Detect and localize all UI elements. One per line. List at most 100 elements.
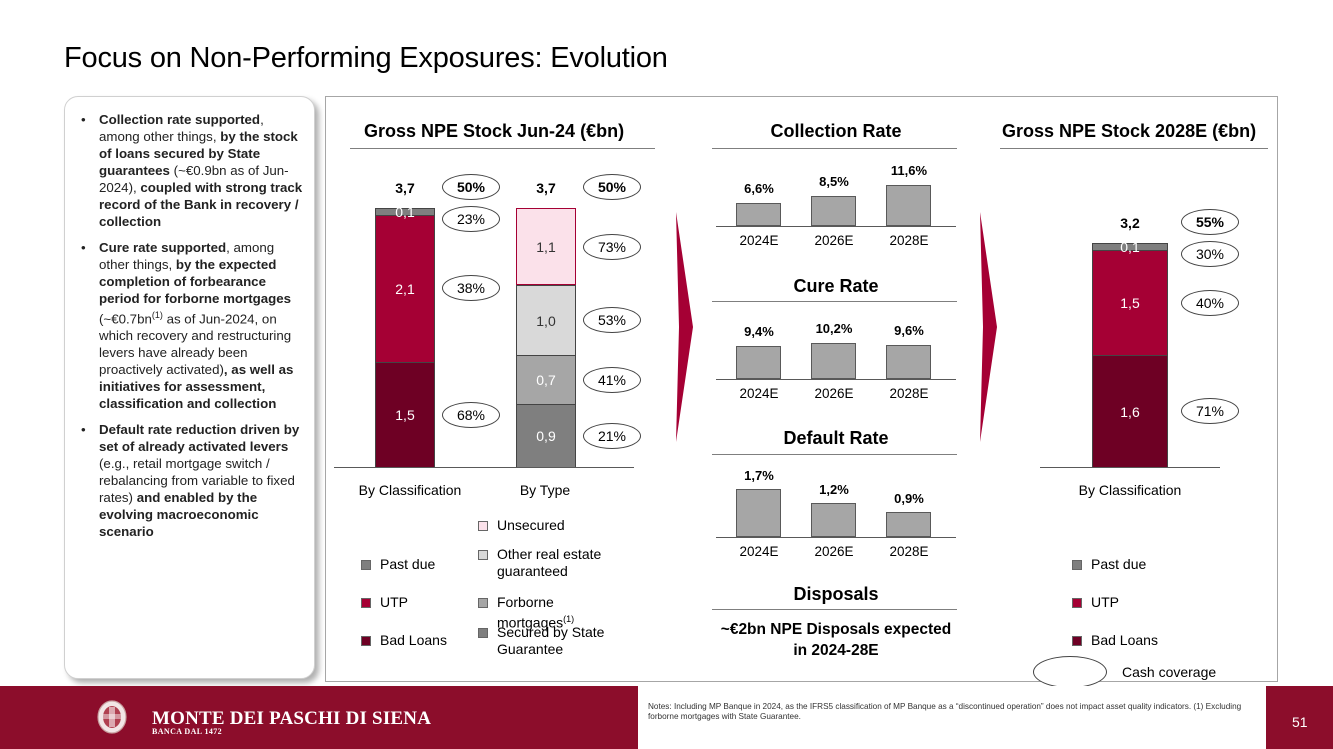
rate-x-label: 2026E xyxy=(814,386,854,401)
rate-bar-2026e xyxy=(811,503,856,537)
coverage-oval-unsecured: 73% xyxy=(583,233,641,260)
bullet-item: Collection rate supported, among other t… xyxy=(81,111,304,230)
rate-x-label: 2026E xyxy=(814,233,854,248)
coverage-oval-past-due: 30% xyxy=(1181,240,1239,267)
legend-item-utp: UTP xyxy=(1072,594,1119,611)
rate-value-label: 10,2% xyxy=(815,321,853,336)
rate-value-label: 9,4% xyxy=(744,323,774,339)
legend-swatch-bad-loans xyxy=(361,636,371,646)
rate-value-label: 0,9% xyxy=(894,490,924,506)
legend-item-past-due: Past due xyxy=(1072,556,1146,573)
x-label-by-type: By Type xyxy=(519,482,571,498)
default-rate-title: Default Rate xyxy=(783,428,889,448)
legend-swatch-other-real-estate-guaranteed xyxy=(478,550,488,560)
bar-segment-secured-by-state-guarantee: 0,9 xyxy=(516,404,576,467)
bar-segment-forborne-mortgages: 0,7 xyxy=(516,355,576,404)
x-label-2028-by-classification: By Classification xyxy=(1078,482,1182,498)
bar-segment-utp: 2,1 xyxy=(375,215,435,362)
legend-swatch-past-due xyxy=(361,560,371,570)
rate-x-label: 2024E xyxy=(739,544,779,559)
coverage-oval-utp: 40% xyxy=(1181,289,1239,316)
coverage-oval-other-real-estate-guaranteed: 53% xyxy=(583,307,641,333)
legend-label: Past due xyxy=(1091,556,1147,572)
bar-segment-utp: 1,5 xyxy=(1092,250,1168,355)
rate-bar-2024e xyxy=(736,489,781,537)
legend-swatch-forborne-mortgages xyxy=(478,598,488,608)
bar-segment-other-real-estate-guaranteed: 1,0 xyxy=(516,285,576,355)
total-coverage-oval: 50% xyxy=(442,174,500,200)
legend-label: Bad Loans xyxy=(1091,632,1158,648)
bar-total-label: 3,7 xyxy=(395,180,415,196)
rate-bar-2026e xyxy=(811,343,856,379)
legend-label: UTP xyxy=(1091,594,1119,610)
cure-title-rule xyxy=(712,301,957,302)
rate-bar-2028e xyxy=(886,345,931,379)
legend-swatch-utp xyxy=(361,598,371,608)
collection-rate-title: Collection Rate xyxy=(770,121,902,141)
legend-item-past-due: Past due xyxy=(361,556,435,573)
footer-notes-panel xyxy=(638,686,1266,749)
arrow-right-icon xyxy=(676,212,693,442)
stock-2028-axis xyxy=(1040,467,1220,468)
stock-jun24-axis xyxy=(334,467,634,468)
legend-item-bad-loans: Bad Loans xyxy=(1072,632,1158,649)
disposals-title-rule xyxy=(712,609,957,610)
rate-x-label: 2028E xyxy=(889,233,929,248)
legend-label: UTP xyxy=(380,594,408,610)
total-coverage-oval: 55% xyxy=(1181,209,1239,235)
rate-x-label: 2026E xyxy=(814,544,854,559)
legend-label: Secured by State Guarantee xyxy=(497,624,605,657)
bar-segment-past-due: 0,1 xyxy=(1092,239,1168,255)
legend-swatch-secured-by-state-guarantee xyxy=(478,628,488,638)
brand-name: MONTE DEI PASCHI DI SIENA xyxy=(152,708,432,729)
default-title-rule xyxy=(712,454,957,455)
cash-coverage-legend-oval xyxy=(1033,656,1107,688)
rate-x-label: 2028E xyxy=(889,386,929,401)
rate-value-label: 11,6% xyxy=(890,163,928,178)
rate-x-label: 2024E xyxy=(739,233,779,248)
brand-subtitle: BANCA DAL 1472 xyxy=(152,727,223,736)
rate-bar-2026e xyxy=(811,195,856,226)
chart-frame xyxy=(325,96,1278,682)
rate-axis-line xyxy=(716,537,956,538)
collection-title-rule xyxy=(712,148,957,149)
rate-value-label: 8,5% xyxy=(819,173,849,189)
rate-x-label: 2024E xyxy=(739,386,779,401)
coverage-oval-bad-loans: 71% xyxy=(1181,398,1239,424)
legend-label: Past due xyxy=(380,556,436,572)
stock-jun24-title-rule xyxy=(350,148,655,149)
rate-bar-2024e xyxy=(736,345,781,379)
cash-coverage-label: Cash coverage xyxy=(1122,664,1217,680)
bar-segment-bad-loans: 1,6 xyxy=(1092,355,1168,467)
legend-swatch-unsecured xyxy=(478,521,488,531)
total-coverage-oval: 50% xyxy=(583,174,641,200)
legend-item-bad-loans: Bad Loans xyxy=(361,632,447,649)
bullet-list: Collection rate supported, among other t… xyxy=(81,111,304,540)
stock-2028-title: Gross NPE Stock 2028E (€bn) xyxy=(1002,121,1257,141)
rate-x-label: 2028E xyxy=(889,544,929,559)
coverage-oval-past-due: 23% xyxy=(442,205,500,232)
legend-item-secured-by-state-guarantee: Secured by State Guarantee xyxy=(478,624,618,658)
coverage-oval-secured-by-state-guarantee: 21% xyxy=(583,422,641,449)
legend-label: Unsecured xyxy=(497,517,565,533)
legend-item-unsecured: Unsecured xyxy=(478,517,565,534)
rate-bar-2024e xyxy=(736,202,781,226)
bar-segment-bad-loans: 1,5 xyxy=(375,362,435,467)
bank-logo-icon xyxy=(97,700,127,734)
coverage-oval-forborne-mortgages: 41% xyxy=(583,366,641,393)
arrow-right-icon xyxy=(980,212,997,442)
page-number: 51 xyxy=(1292,714,1308,730)
footnotes: Notes: Including MP Banque in 2024, as t… xyxy=(648,702,1242,721)
rate-value-label: 1,7% xyxy=(744,468,774,483)
legend-item-other-real-estate-guaranteed: Other real estate guaranteed xyxy=(478,546,618,580)
disposals-title: Disposals xyxy=(793,584,879,604)
legend-swatch-bad-loans xyxy=(1072,636,1082,646)
legend-swatch-past-due xyxy=(1072,560,1082,570)
legend-label: Other real estate guaranteed xyxy=(497,546,602,579)
stock-2028-title-rule xyxy=(1000,148,1268,149)
rate-axis-line xyxy=(716,226,956,227)
bar-total-label: 3,2 xyxy=(1120,215,1140,231)
rate-axis-line xyxy=(716,379,956,380)
legend-item-utp: UTP xyxy=(361,594,408,611)
coverage-oval-utp: 38% xyxy=(442,274,500,301)
